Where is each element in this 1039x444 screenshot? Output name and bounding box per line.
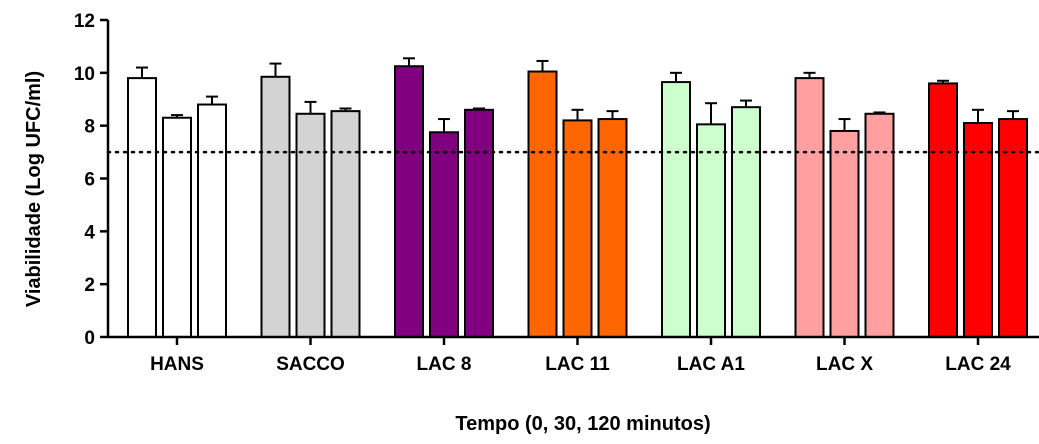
- y-tick-label: 6: [84, 170, 95, 191]
- y-tick-label: 4: [84, 222, 95, 243]
- bar: [330, 110, 361, 338]
- category-label: SACCO: [276, 354, 345, 375]
- y-tick-label: 10: [74, 64, 95, 85]
- y-tick-label: 0: [84, 328, 95, 349]
- bar: [696, 123, 726, 338]
- bar: [295, 112, 326, 339]
- bar: [829, 129, 860, 338]
- bar: [928, 82, 958, 339]
- bar: [197, 103, 227, 338]
- category-label: LAC X: [816, 354, 873, 375]
- bar: [794, 77, 825, 338]
- category-label: HANS: [150, 354, 204, 375]
- category-label: LAC A1: [677, 354, 745, 375]
- bar: [527, 70, 558, 338]
- category-label: LAC 24: [945, 354, 1011, 375]
- x-axis-title: Tempo (0, 30, 120 minutos): [455, 413, 710, 435]
- y-axis-title: Viabilidade (Log UFC/ml): [23, 71, 45, 307]
- bars-group: [127, 57, 1028, 339]
- bar: [127, 77, 157, 338]
- bar: [429, 131, 459, 338]
- bar: [661, 81, 691, 339]
- y-tick-label: 8: [84, 117, 95, 138]
- bar: [864, 112, 895, 339]
- bar: [464, 108, 494, 338]
- y-tick-label: 2: [84, 275, 95, 296]
- bar: [394, 65, 424, 339]
- bar: [963, 122, 993, 339]
- bar: [162, 116, 192, 338]
- bar: [731, 106, 761, 338]
- category-label: LAC 11: [545, 354, 610, 375]
- y-tick-label: 12: [74, 11, 95, 32]
- bar: [998, 118, 1028, 338]
- axes-group: HANS SACCO LAC 8 LAC 11 LAC A1 LAC X LAC 24 0 2 4…: [74, 11, 1039, 375]
- bar: [260, 75, 291, 338]
- category-label: LAC 8: [417, 354, 472, 375]
